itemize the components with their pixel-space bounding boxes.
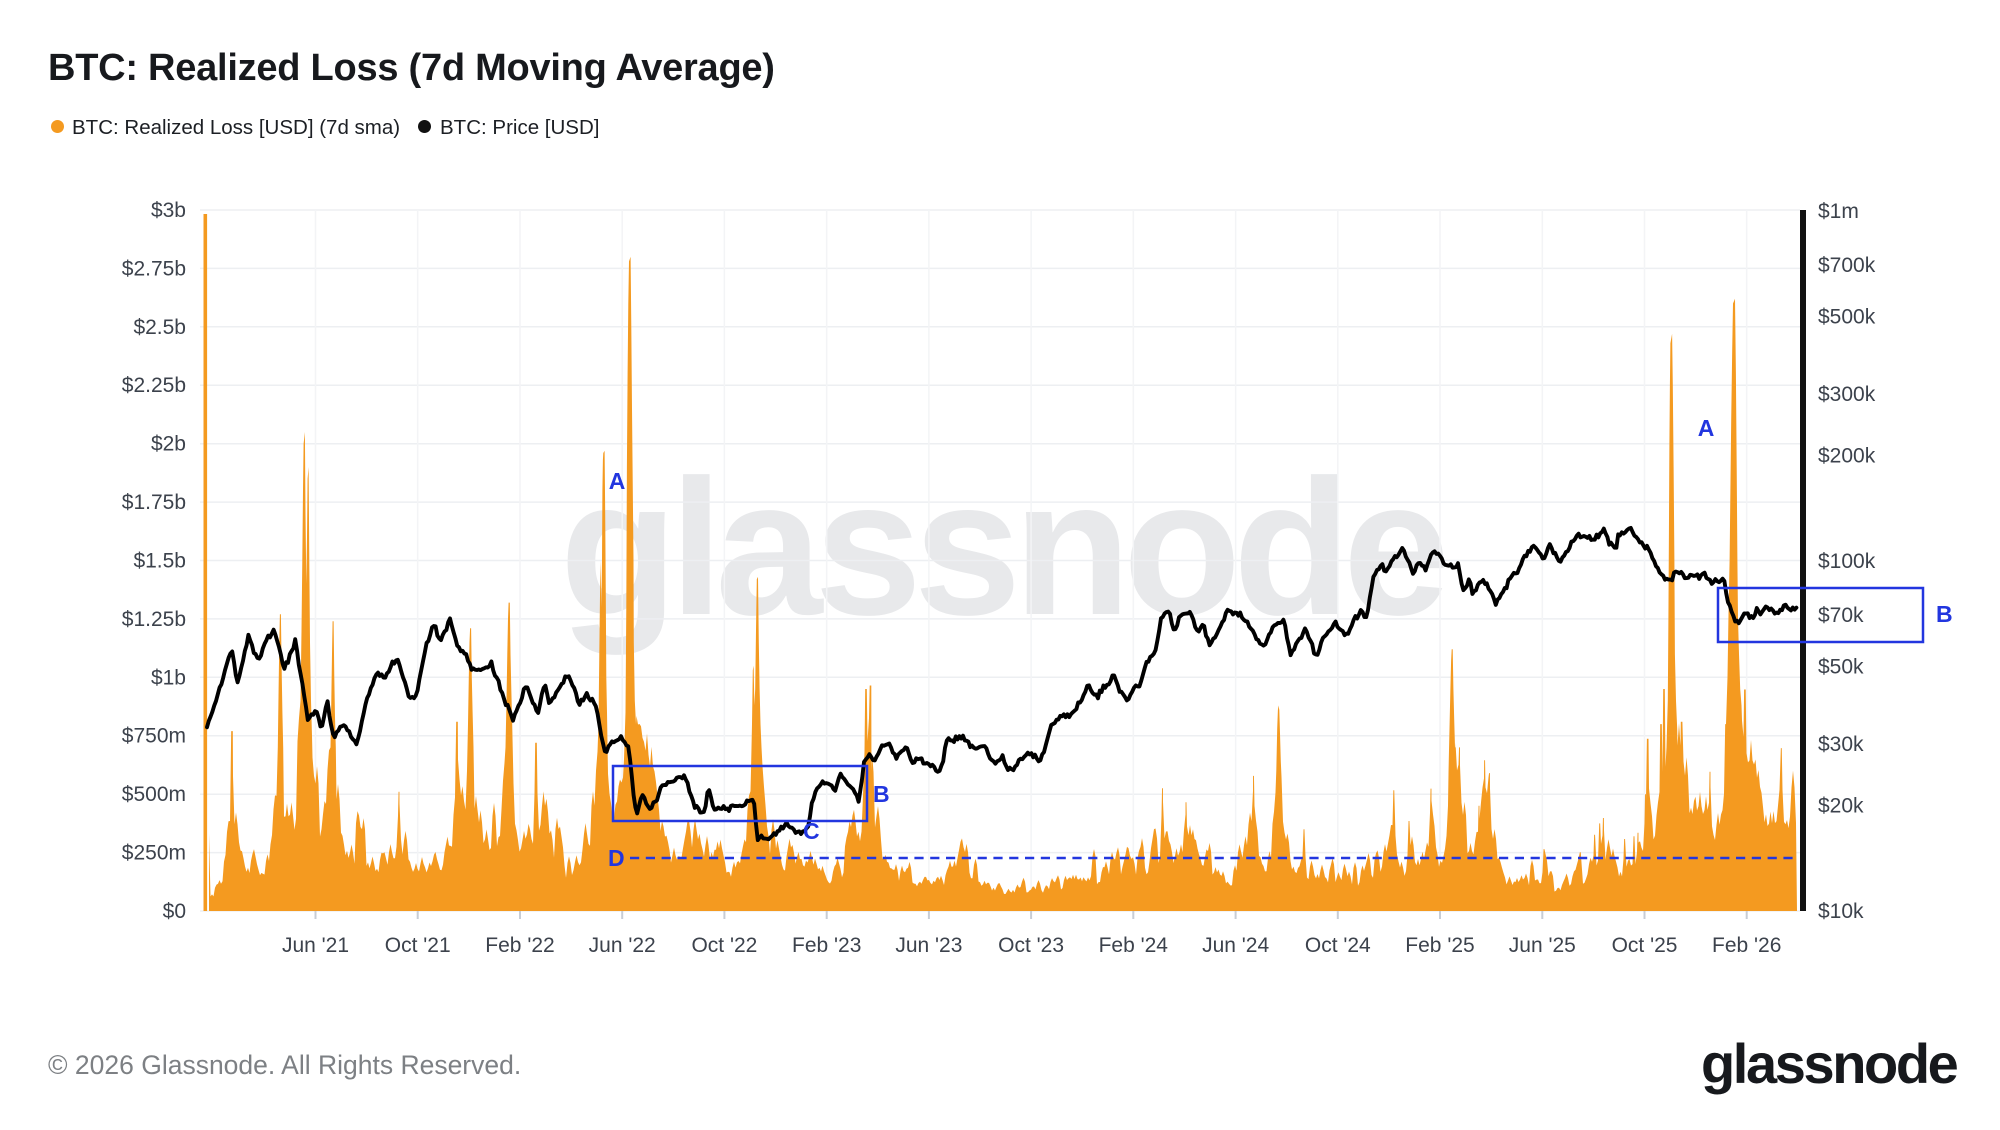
- svg-text:Feb '22: Feb '22: [485, 934, 554, 957]
- svg-text:$700k: $700k: [1818, 254, 1876, 277]
- svg-text:Jun '23: Jun '23: [895, 934, 962, 957]
- svg-text:$20k: $20k: [1818, 795, 1864, 818]
- svg-text:$1m: $1m: [1818, 200, 1859, 223]
- svg-text:$2.75b: $2.75b: [122, 257, 186, 280]
- svg-text:$200k: $200k: [1818, 445, 1876, 468]
- svg-text:$10k: $10k: [1818, 900, 1864, 923]
- svg-text:Oct '25: Oct '25: [1612, 934, 1678, 957]
- svg-text:$1b: $1b: [151, 666, 186, 689]
- svg-text:$250m: $250m: [122, 842, 186, 865]
- svg-text:$2.5b: $2.5b: [133, 316, 186, 339]
- svg-text:$1.25b: $1.25b: [122, 608, 186, 631]
- svg-text:Jun '22: Jun '22: [589, 934, 656, 957]
- svg-text:Oct '24: Oct '24: [1305, 934, 1371, 957]
- svg-text:Oct '21: Oct '21: [385, 934, 451, 957]
- svg-text:Oct '23: Oct '23: [998, 934, 1064, 957]
- svg-text:B: B: [1936, 601, 1953, 627]
- svg-text:D: D: [608, 845, 625, 871]
- svg-text:$1.5b: $1.5b: [133, 550, 186, 573]
- svg-text:$2b: $2b: [151, 433, 186, 456]
- svg-text:$0: $0: [163, 900, 186, 923]
- svg-text:$50k: $50k: [1818, 655, 1864, 678]
- svg-text:A: A: [1698, 415, 1715, 441]
- svg-text:$500k: $500k: [1818, 305, 1876, 328]
- svg-text:$300k: $300k: [1818, 383, 1876, 406]
- svg-text:Jun '24: Jun '24: [1202, 934, 1269, 957]
- svg-text:Jun '25: Jun '25: [1509, 934, 1576, 957]
- svg-text:C: C: [803, 818, 820, 844]
- svg-text:Feb '25: Feb '25: [1405, 934, 1474, 957]
- svg-text:glassnode: glassnode: [560, 439, 1444, 655]
- svg-text:Feb '26: Feb '26: [1712, 934, 1781, 957]
- svg-text:Feb '23: Feb '23: [792, 934, 861, 957]
- svg-text:$1.75b: $1.75b: [122, 491, 186, 514]
- svg-text:$2.25b: $2.25b: [122, 374, 186, 397]
- svg-text:A: A: [609, 468, 626, 494]
- svg-text:Oct '22: Oct '22: [691, 934, 757, 957]
- svg-text:$3b: $3b: [151, 199, 186, 222]
- svg-text:$500m: $500m: [122, 783, 186, 806]
- svg-text:$30k: $30k: [1818, 733, 1864, 756]
- svg-text:$750m: $750m: [122, 725, 186, 748]
- svg-text:Feb '24: Feb '24: [1099, 934, 1169, 957]
- svg-text:$70k: $70k: [1818, 604, 1864, 627]
- svg-text:$100k: $100k: [1818, 550, 1876, 573]
- svg-text:B: B: [873, 781, 890, 807]
- svg-text:Jun '21: Jun '21: [282, 934, 349, 957]
